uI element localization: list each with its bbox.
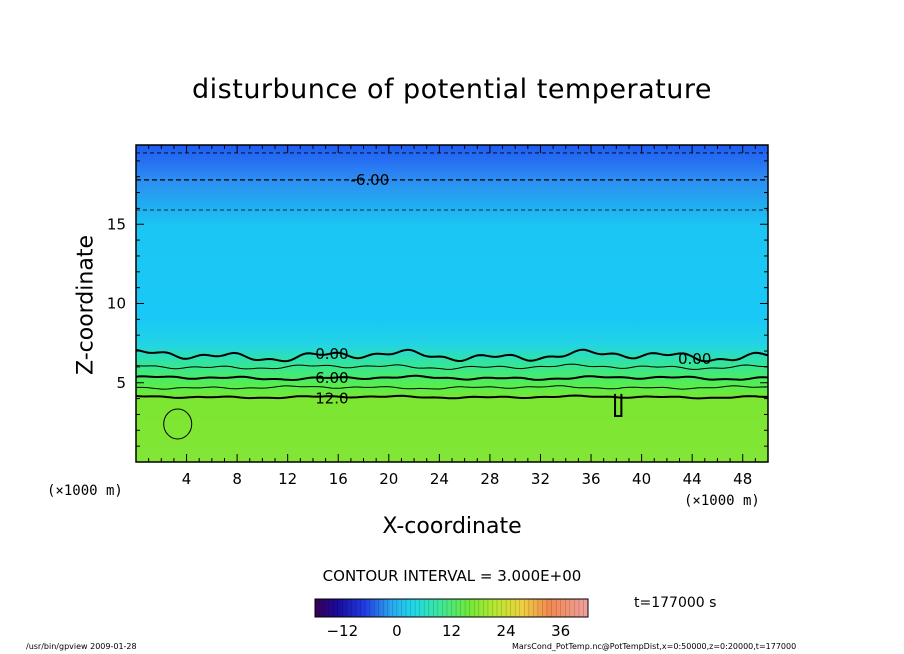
x-tick-label-28: 28	[480, 470, 499, 488]
contour-line-0	[135, 348, 769, 363]
contour-label-4: 12.0	[315, 390, 348, 408]
footer-right: MarsCond_PotTemp.nc@PotTempDist,x=0:5000…	[512, 642, 797, 651]
contour-labels: -6.00 0.00 0.00 6.00 12.0	[315, 171, 711, 408]
contour-line-3	[135, 363, 769, 370]
contour-line-6	[135, 374, 769, 381]
x-tick-label-32: 32	[531, 470, 550, 488]
y-tick-label-5: 5	[116, 374, 126, 392]
time-label: t=177000 s	[634, 595, 717, 611]
field-background	[136, 145, 768, 462]
x-unit-left: (×1000 m)	[47, 483, 123, 499]
y-tick-label-10: 10	[107, 295, 126, 313]
colorbar-tick-label--12: −12	[326, 622, 358, 640]
x-tick-label-24: 24	[430, 470, 449, 488]
colorbar-tick-label-12: 12	[442, 622, 461, 640]
y-axis-ticks: 5 10 15	[107, 160, 768, 447]
x-tick-label-48: 48	[733, 470, 752, 488]
contour-line-9	[136, 385, 769, 390]
y-axis-label: Z-coordinate	[73, 235, 99, 375]
footer-left: /usr/bin/gpview 2009-01-28	[26, 642, 137, 651]
x-axis-ticks: 4 8 12 16 20 24 28 32 36 40 44 48	[148, 145, 756, 488]
contour-label-2: 0.00	[678, 350, 711, 368]
x-tick-label-44: 44	[683, 470, 702, 488]
contour-label-0: -6.00	[350, 171, 389, 189]
x-tick-label-8: 8	[232, 470, 242, 488]
x-tick-label-4: 4	[182, 470, 192, 488]
contour-label-1: 0.00	[315, 345, 348, 363]
x-tick-label-12: 12	[278, 470, 297, 488]
colorbar-tick-label-36: 36	[551, 622, 570, 640]
contour-closed-15	[163, 408, 193, 440]
field-shading	[136, 145, 768, 462]
x-tick-label-40: 40	[632, 470, 651, 488]
y-tick-label-15: 15	[107, 215, 126, 233]
colorbar-tick-label-24: 24	[497, 622, 516, 640]
colorbar-tick-label-0: 0	[392, 622, 402, 640]
contour-line-12	[135, 394, 768, 400]
contour-lines	[135, 152, 769, 440]
x-tick-label-20: 20	[379, 470, 398, 488]
contour-label-3: 6.00	[315, 369, 348, 387]
x-tick-label-36: 36	[581, 470, 600, 488]
contour-dip	[614, 393, 623, 418]
x-tick-label-16: 16	[329, 470, 348, 488]
colorbar: −12 0 12 24 36	[314, 598, 589, 640]
colorbar-fill	[314, 598, 589, 618]
x-unit-right: (×1000 m)	[684, 493, 760, 509]
x-axis-label: X-coordinate	[382, 514, 522, 539]
chart-title: disturbunce of potential temperature	[192, 74, 712, 105]
contour-interval: CONTOUR INTERVAL = 3.000E+00	[322, 567, 582, 585]
